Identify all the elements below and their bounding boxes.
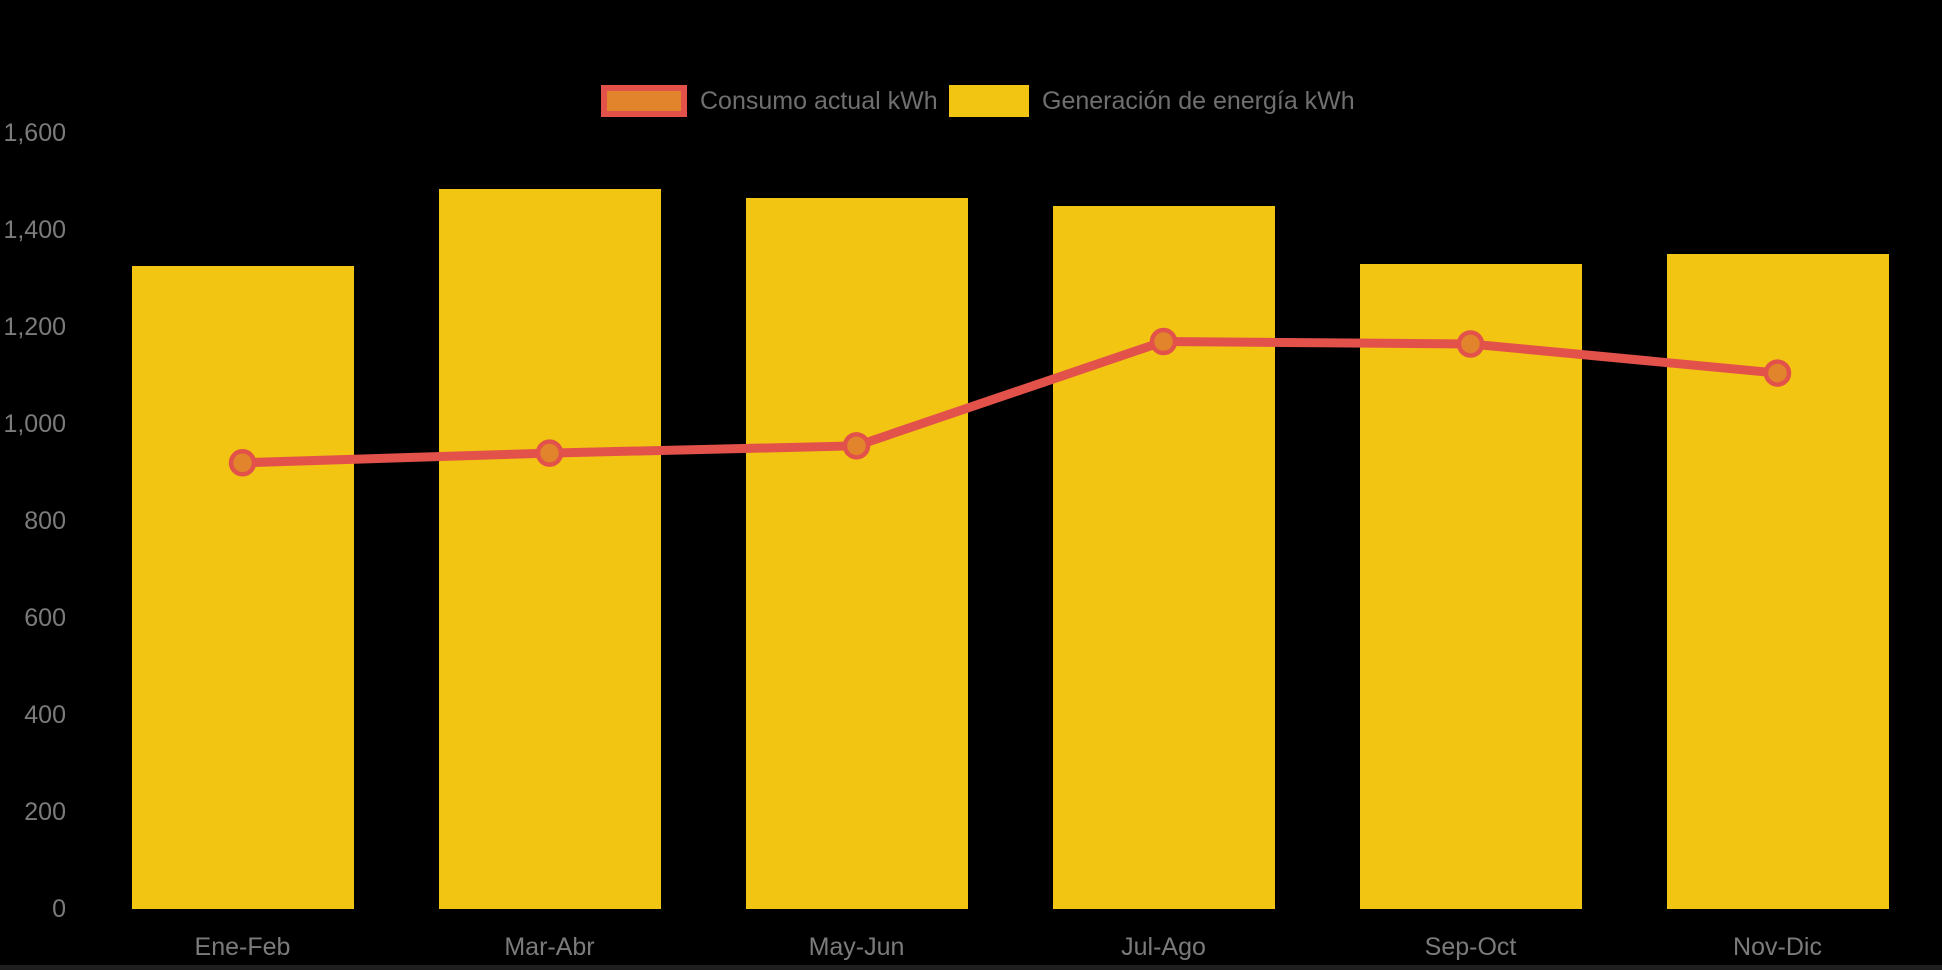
y-tick-label-600: 600 — [24, 604, 66, 632]
bar-mar-abr[interactable] — [438, 188, 661, 909]
consumo-point-mar-abr[interactable] — [535, 439, 564, 467]
bar-nov-dic[interactable] — [1666, 254, 1889, 909]
consumo-point-jul-ago[interactable] — [1149, 327, 1178, 356]
consumo-point-sep-oct[interactable] — [1456, 330, 1485, 358]
y-tick-label-800: 800 — [24, 507, 66, 535]
bar-jul-ago[interactable] — [1052, 205, 1275, 909]
consumo-point-may-jun[interactable] — [842, 432, 871, 460]
x-label-jul-ago: Jul-Ago — [1121, 933, 1206, 961]
y-tick-label-1400: 1,400 — [3, 216, 66, 244]
y-tick-label-1000: 1,000 — [3, 410, 66, 438]
legend-item-generacion[interactable]: Generación de energía kWh — [949, 85, 1355, 117]
legend-item-consumo[interactable]: Consumo actual kWh — [601, 85, 938, 117]
y-tick-label-0: 0 — [52, 895, 66, 923]
x-label-may-jun: May-Jun — [808, 933, 905, 961]
bar-ene-feb[interactable] — [131, 266, 354, 909]
x-label-nov-dic: Nov-Dic — [1733, 933, 1822, 961]
generacion-swatch — [949, 85, 1029, 117]
bar-may-jun[interactable] — [745, 198, 968, 909]
y-tick-label-1600: 1,600 — [3, 119, 66, 147]
legend: Consumo actual kWh Generación de energía… — [0, 85, 1942, 117]
consumo-point-nov-dic[interactable] — [1763, 359, 1792, 387]
y-tick-label-200: 200 — [24, 798, 66, 826]
x-label-ene-feb: Ene-Feb — [194, 933, 291, 961]
bar-sep-oct[interactable] — [1359, 263, 1582, 909]
legend-label-generacion: Generación de energía kWh — [1042, 87, 1355, 115]
x-label-sep-oct: Sep-Oct — [1424, 933, 1517, 961]
consumo-point-ene-feb[interactable] — [228, 449, 257, 477]
legend-label-consumo: Consumo actual kWh — [700, 87, 938, 115]
consumo-swatch — [601, 85, 687, 117]
bottom-edge-strip — [0, 965, 1942, 970]
x-label-mar-abr: Mar-Abr — [504, 933, 595, 961]
y-tick-label-400: 400 — [24, 701, 66, 729]
y-tick-label-1200: 1,200 — [3, 313, 66, 341]
